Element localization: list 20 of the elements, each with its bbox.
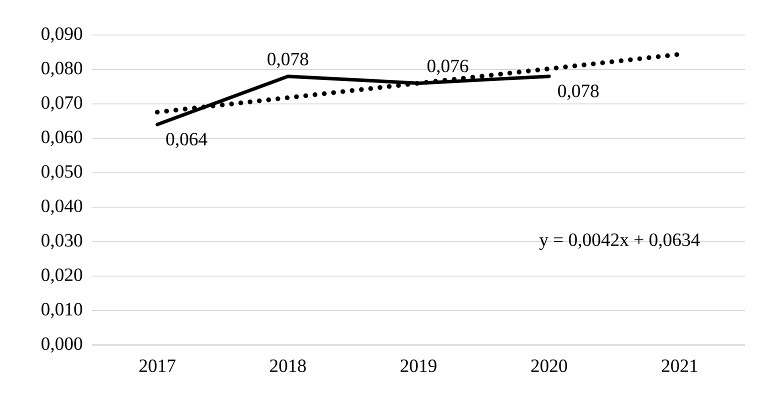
x-tick-label: 2019 (400, 359, 436, 372)
x-tick-label: 2018 (270, 359, 306, 372)
y-tick-label: 0,070 (42, 96, 82, 112)
y-tick-label: 0,030 (42, 234, 82, 250)
y-tick-label: 0,040 (42, 200, 82, 215)
x-tick-label: 2020 (531, 359, 568, 372)
data-label: 0,078 (268, 52, 308, 68)
x-tick-label: 2017 (139, 359, 176, 372)
annotation: y = 0,0042x + 0,0634 (539, 233, 700, 250)
y-tick-label: 0,020 (42, 268, 82, 284)
y-tick-label: 0,090 (42, 27, 82, 43)
data-label: 0,076 (427, 60, 468, 75)
y-tick-label: 0,000 (42, 337, 82, 353)
x-tick-label: 2021 (662, 359, 698, 372)
data-label: 0,078 (558, 84, 599, 100)
data-label: 0,064 (166, 132, 208, 148)
y-tick-label: 0,060 (42, 130, 82, 146)
y-tick-label: 0,080 (42, 62, 82, 78)
y-tick-label: 0,010 (42, 302, 82, 318)
y-tick-label: 0,050 (42, 165, 82, 180)
